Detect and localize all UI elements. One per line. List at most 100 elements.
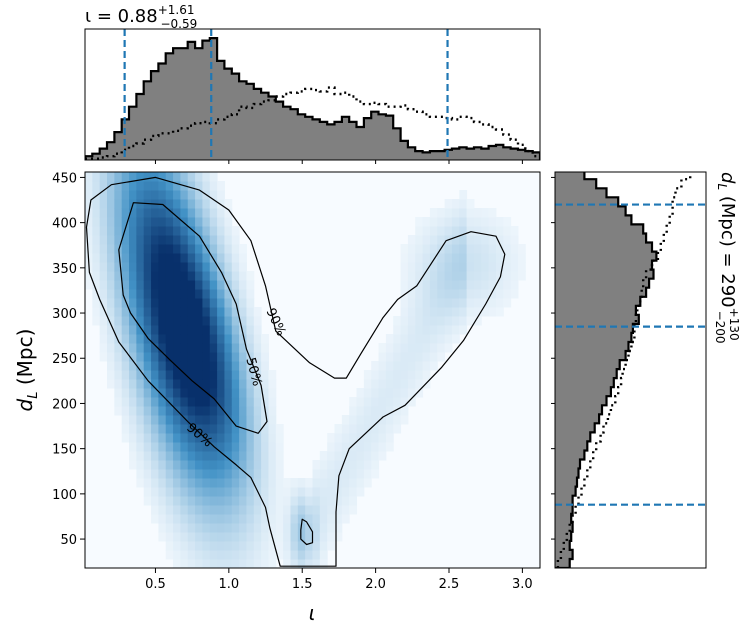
heatmap-cell — [385, 352, 394, 362]
heatmap-cell — [92, 262, 101, 272]
heatmap-cell — [275, 424, 284, 434]
heatmap-cell — [217, 451, 225, 461]
top-histogram-bar — [290, 109, 299, 160]
heatmap-cell — [246, 379, 255, 389]
heatmap-cell — [275, 433, 284, 443]
heatmap-cell — [217, 280, 225, 290]
heatmap-cell — [92, 217, 101, 227]
heatmap-cell — [224, 235, 233, 245]
heatmap-cell — [407, 388, 416, 398]
heatmap-cell — [275, 496, 284, 506]
heatmap-cell — [312, 541, 321, 551]
heatmap-cell — [473, 271, 482, 281]
heatmap-cell — [187, 244, 196, 254]
heatmap-cell — [107, 190, 115, 200]
heatmap-cell — [341, 514, 350, 524]
heatmap-cell — [151, 271, 159, 281]
heatmap-cell — [466, 271, 475, 281]
heatmap-cell — [195, 217, 203, 227]
heatmap-cell — [246, 514, 255, 524]
y-tick-label: 50 — [60, 533, 77, 548]
heatmap-cell — [231, 469, 240, 479]
heatmap-cell — [217, 208, 225, 218]
heatmap-cell — [151, 325, 159, 335]
heatmap-cell — [488, 208, 497, 218]
heatmap-cell — [195, 406, 203, 416]
heatmap-cell — [466, 307, 475, 317]
heatmap-cell — [385, 361, 394, 371]
heatmap-cell — [165, 370, 174, 380]
y-tick-label: 100 — [52, 488, 77, 503]
heatmap-cell — [151, 298, 159, 308]
heatmap-cell — [158, 271, 167, 281]
heatmap-cell — [253, 460, 262, 470]
heatmap-cell — [400, 325, 409, 335]
heatmap-cell — [444, 244, 453, 254]
heatmap-cell — [151, 190, 159, 200]
heatmap-cell — [290, 487, 299, 497]
heatmap-cell — [290, 523, 299, 533]
heatmap-cell — [415, 325, 424, 335]
heatmap-cell — [173, 262, 181, 272]
heatmap-cell — [202, 262, 211, 272]
heatmap-cell — [422, 298, 431, 308]
right-histogram-bar — [555, 414, 600, 424]
heatmap-cell — [217, 424, 225, 434]
heatmap-cell — [107, 352, 115, 362]
heatmap-cell — [437, 280, 446, 290]
heatmap-cell — [217, 487, 225, 497]
heatmap-cell — [151, 307, 159, 317]
heatmap-cell — [165, 460, 174, 470]
heatmap-cell — [195, 325, 203, 335]
heatmap-cell — [85, 226, 93, 236]
heatmap-cell — [202, 514, 211, 524]
heatmap-cell — [253, 514, 262, 524]
heatmap-cell — [165, 532, 174, 542]
heatmap-cell — [158, 181, 167, 191]
heatmap-cell — [209, 316, 218, 326]
heatmap-cell — [202, 253, 211, 263]
heatmap-cell — [415, 217, 424, 227]
heatmap-cell — [187, 262, 196, 272]
heatmap-cell — [356, 415, 365, 425]
heatmap-cell — [143, 433, 152, 443]
heatmap-cell — [158, 235, 167, 245]
heatmap-cell — [239, 316, 247, 326]
heatmap-cell — [173, 532, 181, 542]
heatmap-cell — [187, 190, 196, 200]
heatmap-cell — [407, 280, 416, 290]
heatmap-cell — [173, 496, 181, 506]
heatmap-cell — [129, 316, 137, 326]
heatmap-cell — [202, 460, 211, 470]
heatmap-cell — [217, 181, 225, 191]
heatmap-cell — [107, 307, 115, 317]
right-histogram-bar — [555, 432, 591, 442]
heatmap-cell — [371, 379, 380, 389]
joint-panel-frame — [84, 171, 541, 569]
joint-panel: 90%50%90% 0.5 1.0 1.5 2.0 2.5 3.0 50100150200… — [13, 171, 541, 625]
heatmap-cell — [158, 460, 167, 470]
heatmap-cell — [224, 280, 233, 290]
heatmap-cell — [187, 505, 196, 515]
heatmap-cell — [385, 424, 394, 434]
heatmap-cell — [393, 415, 402, 425]
heatmap-cell — [239, 460, 247, 470]
heatmap-cell — [136, 442, 145, 452]
heatmap-cell — [290, 514, 299, 524]
heatmap-cell — [180, 541, 189, 551]
heatmap-cell — [187, 199, 196, 209]
heatmap-cell — [121, 271, 130, 281]
heatmap-cell — [195, 505, 203, 515]
heatmap-cell — [158, 217, 167, 227]
heatmap-cell — [173, 469, 181, 479]
heatmap-cell — [444, 280, 453, 290]
heatmap-cell — [136, 244, 145, 254]
x-tick-label: 2.0 — [365, 577, 386, 592]
heatmap-cell — [129, 244, 137, 254]
heatmap-cell — [495, 253, 504, 263]
heatmap-cell — [209, 514, 218, 524]
heatmap-cell — [481, 226, 490, 236]
heatmap-cell — [444, 298, 453, 308]
heatmap-cell — [451, 334, 460, 344]
heatmap-cell — [187, 460, 196, 470]
